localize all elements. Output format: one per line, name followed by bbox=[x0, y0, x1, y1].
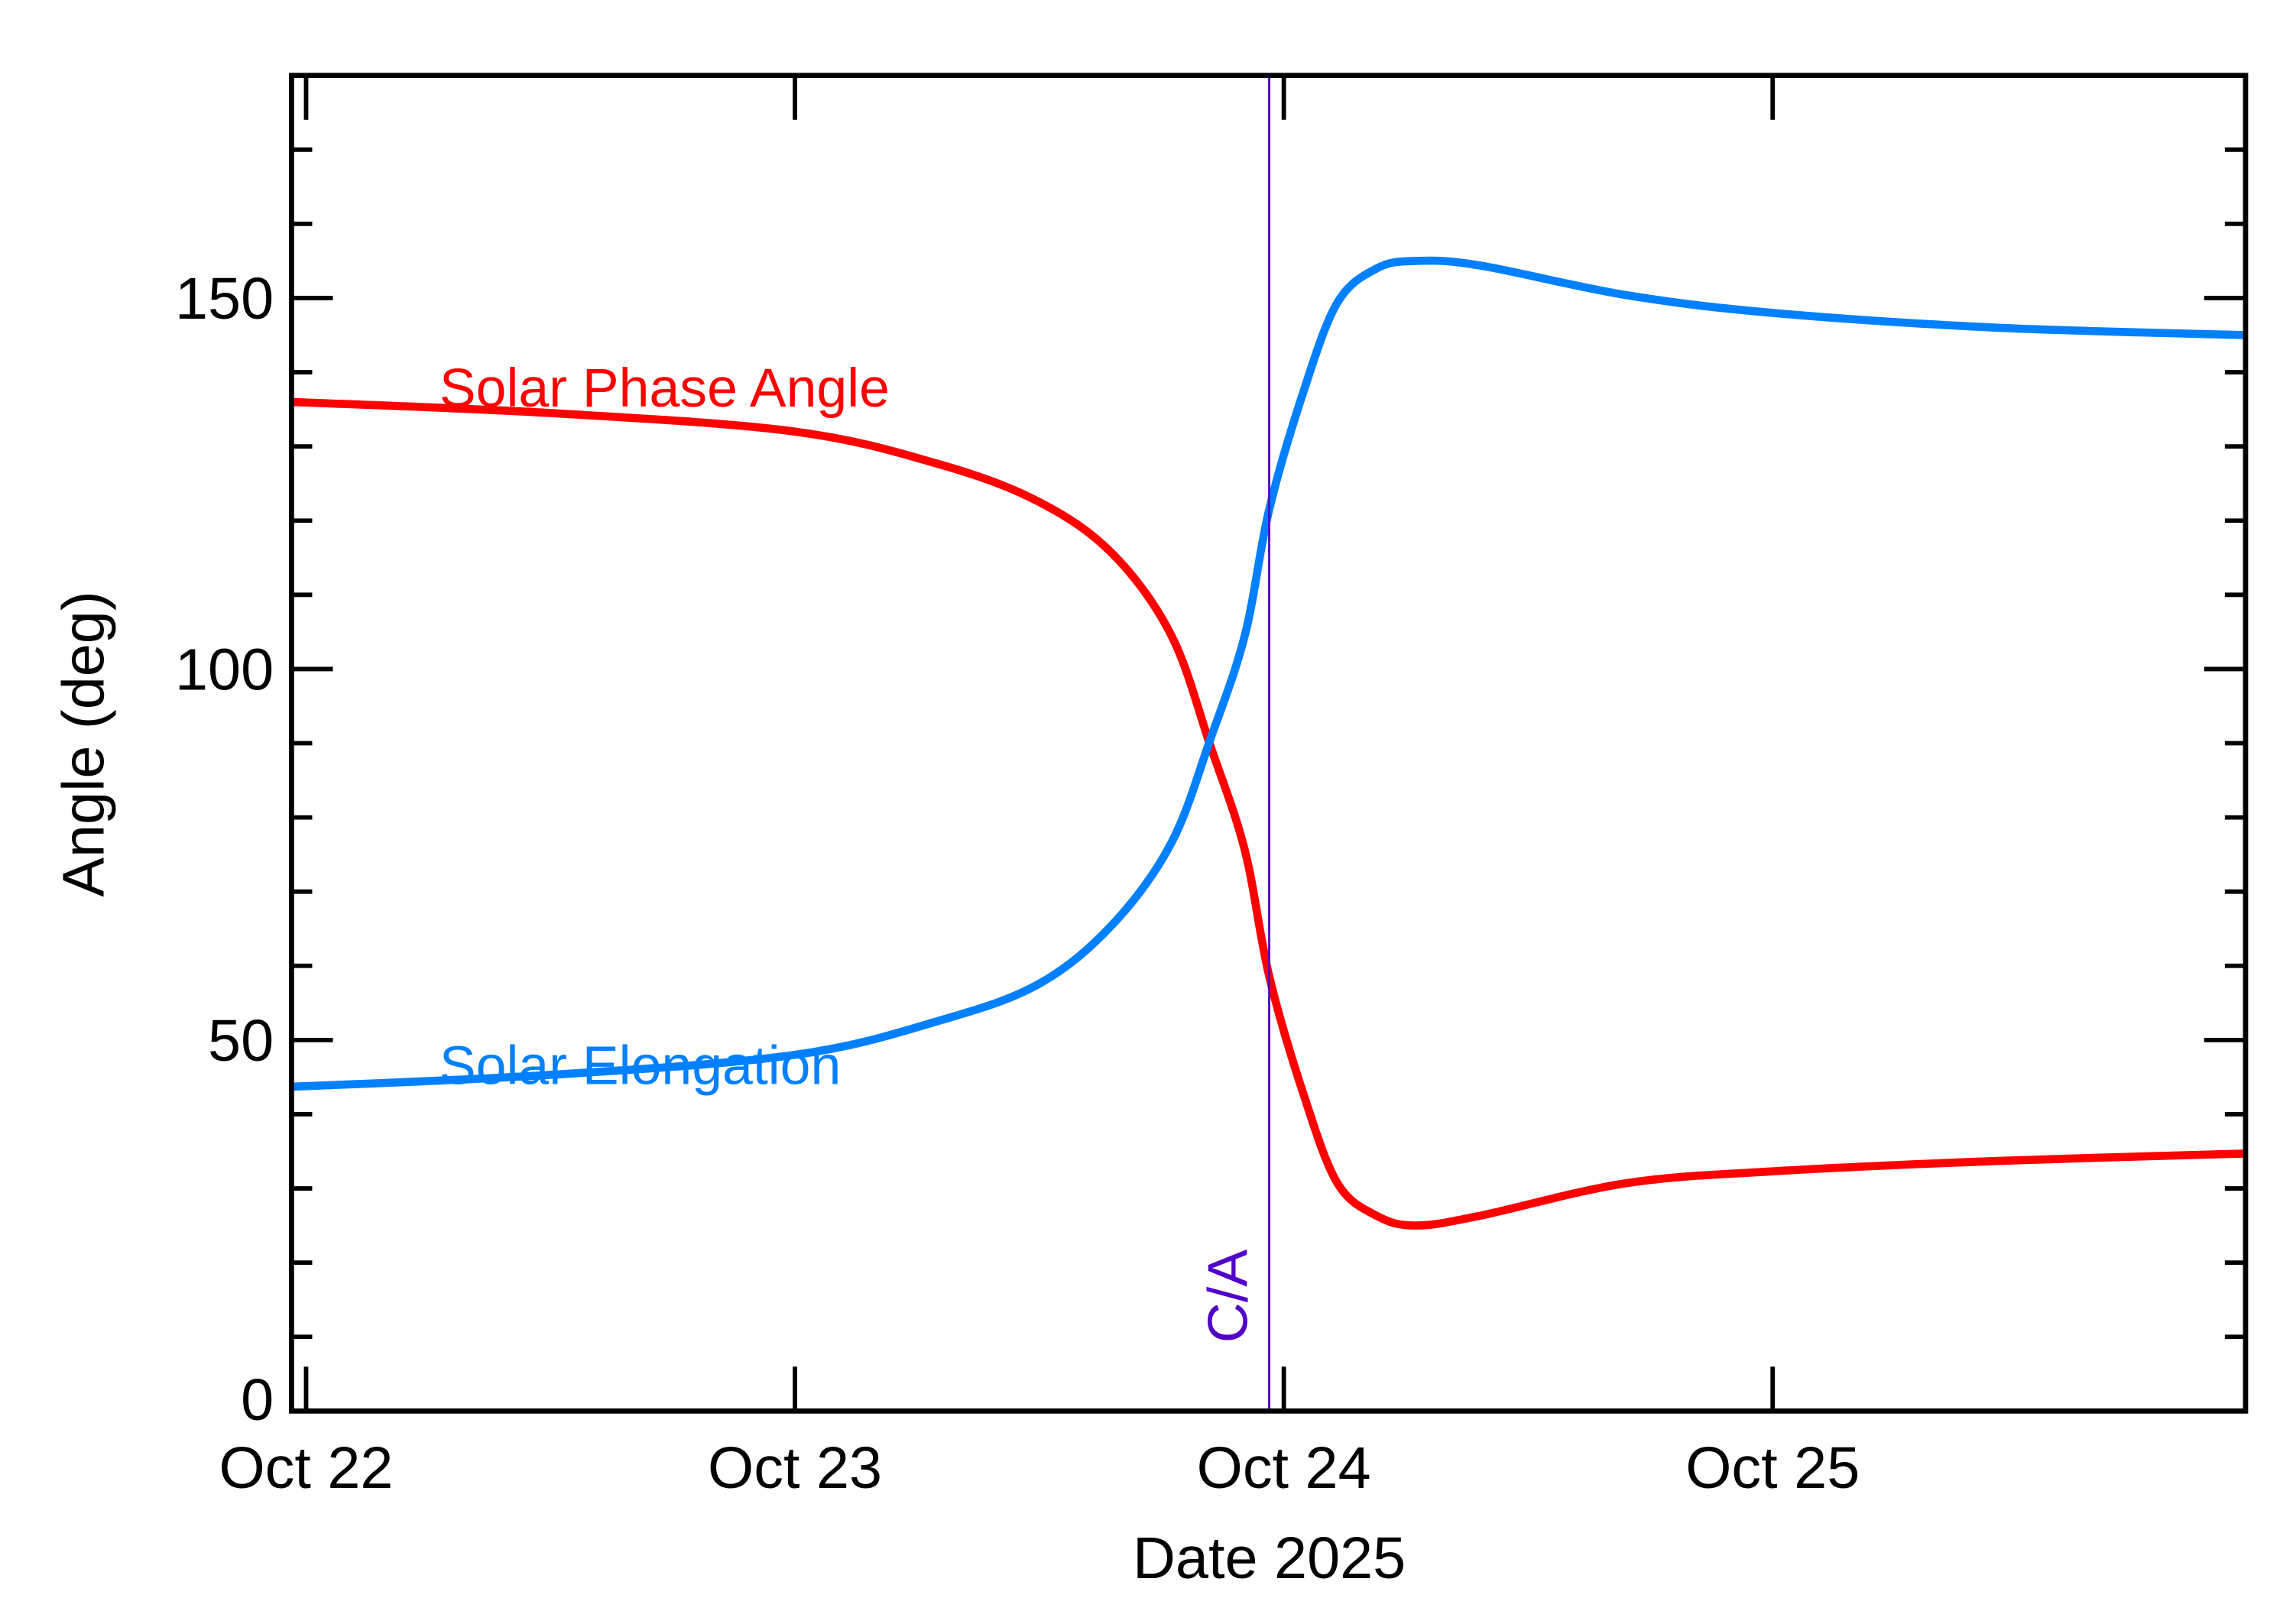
x-tick-label: Oct 25 bbox=[1685, 1435, 1860, 1501]
x-tick-labels: Oct 22 Oct 23 Oct 24 Oct 25 bbox=[219, 1435, 1860, 1501]
y-tick-label: 150 bbox=[175, 266, 274, 332]
x-tick-label: Oct 24 bbox=[1197, 1435, 1371, 1501]
y-tick-label: 100 bbox=[175, 637, 274, 703]
plot-frame bbox=[288, 73, 2249, 1414]
series-line-solar-phase-angle bbox=[291, 397, 2246, 1230]
y-tick-labels: 0 50 100 150 bbox=[175, 266, 274, 1433]
x-tick-label: Oct 22 bbox=[219, 1435, 393, 1501]
series-curves bbox=[291, 256, 2246, 1230]
series-label-solar-phase-angle: Solar Phase Angle bbox=[439, 358, 890, 419]
x-axis-title: Date 2025 bbox=[1133, 1525, 1406, 1591]
series-line-solar-elongation bbox=[291, 256, 2246, 1091]
y-tick-label: 0 bbox=[241, 1367, 274, 1433]
y-tick-label: 50 bbox=[208, 1008, 274, 1074]
y-axis-title: Angle (deg) bbox=[51, 591, 117, 896]
series-label-solar-elongation: Solar Elongation bbox=[439, 1036, 841, 1097]
closest-approach-label: C/A bbox=[1196, 1250, 1260, 1344]
x-tick-label: Oct 23 bbox=[708, 1435, 882, 1501]
